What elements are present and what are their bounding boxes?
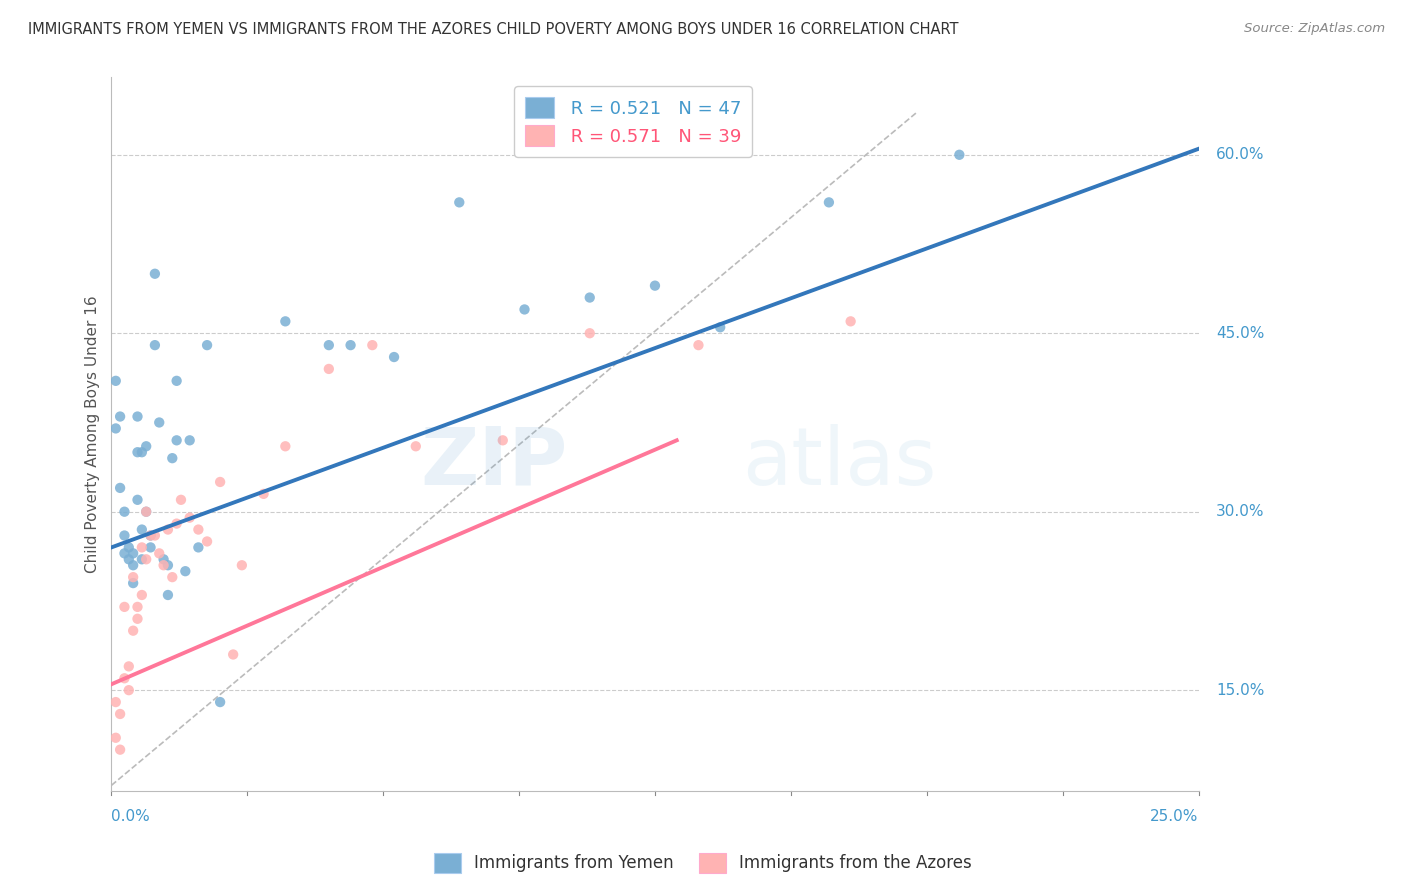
Text: 15.0%: 15.0% <box>1216 682 1264 698</box>
Point <box>839 314 862 328</box>
Point <box>156 523 179 537</box>
Point <box>108 409 131 424</box>
Point <box>131 541 153 555</box>
Point <box>162 451 184 466</box>
Point <box>195 338 218 352</box>
Point <box>143 267 166 281</box>
Point <box>209 475 232 489</box>
Text: 45.0%: 45.0% <box>1216 326 1264 341</box>
Point <box>135 552 157 566</box>
Point <box>143 528 166 542</box>
Point <box>108 706 131 721</box>
Legend:  R = 0.521   N = 47,  R = 0.571   N = 39: R = 0.521 N = 47, R = 0.571 N = 39 <box>515 87 752 157</box>
Point <box>339 338 361 352</box>
Text: ZIP: ZIP <box>420 424 568 502</box>
Point <box>170 492 193 507</box>
Point <box>127 492 149 507</box>
Point <box>122 570 145 584</box>
Point <box>104 374 127 388</box>
Point <box>104 731 127 745</box>
Point <box>108 481 131 495</box>
Point <box>274 314 297 328</box>
Point <box>578 291 600 305</box>
Point <box>127 599 149 614</box>
Point <box>644 278 666 293</box>
Point <box>405 439 427 453</box>
Point <box>131 445 153 459</box>
Point <box>118 552 141 566</box>
Point <box>143 338 166 352</box>
Point <box>114 599 136 614</box>
Point <box>818 195 841 210</box>
Point <box>187 523 209 537</box>
Point <box>156 558 179 573</box>
Point <box>118 683 141 698</box>
Point <box>104 421 127 435</box>
Point <box>131 523 153 537</box>
Point <box>114 505 136 519</box>
Point <box>513 302 536 317</box>
Point <box>688 338 710 352</box>
Point <box>318 338 340 352</box>
Point <box>108 742 131 756</box>
Point <box>578 326 600 341</box>
Text: 0.0%: 0.0% <box>111 809 150 824</box>
Point <box>127 612 149 626</box>
Point <box>152 558 174 573</box>
Point <box>222 648 245 662</box>
Point <box>139 528 162 542</box>
Point <box>114 671 136 685</box>
Point <box>135 439 157 453</box>
Point <box>131 588 153 602</box>
Y-axis label: Child Poverty Among Boys Under 16: Child Poverty Among Boys Under 16 <box>86 295 100 574</box>
Point <box>152 552 174 566</box>
Point <box>166 434 188 448</box>
Point <box>174 564 197 578</box>
Point <box>166 374 188 388</box>
Point <box>162 570 184 584</box>
Point <box>131 552 153 566</box>
Point <box>135 505 157 519</box>
Point <box>122 558 145 573</box>
Text: Source: ZipAtlas.com: Source: ZipAtlas.com <box>1244 22 1385 36</box>
Point <box>209 695 232 709</box>
Point <box>156 588 179 602</box>
Point <box>148 416 170 430</box>
Text: atlas: atlas <box>742 424 936 502</box>
Point <box>361 338 384 352</box>
Point <box>179 434 201 448</box>
Point <box>382 350 405 364</box>
Point <box>127 445 149 459</box>
Text: IMMIGRANTS FROM YEMEN VS IMMIGRANTS FROM THE AZORES CHILD POVERTY AMONG BOYS UND: IMMIGRANTS FROM YEMEN VS IMMIGRANTS FROM… <box>28 22 959 37</box>
Point <box>179 510 201 524</box>
Point <box>231 558 253 573</box>
Point <box>449 195 471 210</box>
Point <box>195 534 218 549</box>
Point <box>122 624 145 638</box>
Point <box>148 546 170 560</box>
Point <box>139 541 162 555</box>
Point <box>252 487 274 501</box>
Point <box>118 541 141 555</box>
Point <box>118 659 141 673</box>
Point <box>122 546 145 560</box>
Point <box>135 505 157 519</box>
Point <box>127 409 149 424</box>
Point <box>166 516 188 531</box>
Legend: Immigrants from Yemen, Immigrants from the Azores: Immigrants from Yemen, Immigrants from t… <box>427 847 979 880</box>
Point <box>318 362 340 376</box>
Text: 25.0%: 25.0% <box>1150 809 1198 824</box>
Text: 30.0%: 30.0% <box>1216 504 1264 519</box>
Text: 60.0%: 60.0% <box>1216 147 1264 162</box>
Point <box>187 541 209 555</box>
Point <box>104 695 127 709</box>
Point <box>114 528 136 542</box>
Point <box>274 439 297 453</box>
Point <box>139 528 162 542</box>
Point <box>492 434 515 448</box>
Point <box>122 576 145 591</box>
Point <box>948 148 970 162</box>
Point <box>114 546 136 560</box>
Point <box>709 320 731 334</box>
